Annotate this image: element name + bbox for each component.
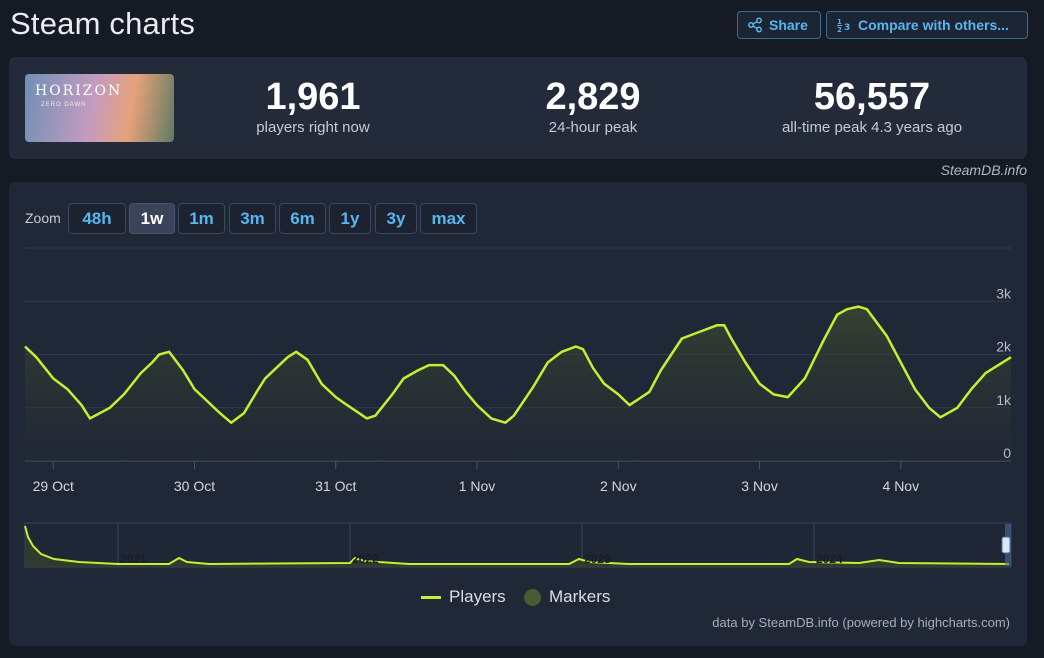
x-tick-label: 3 Nov — [741, 478, 778, 494]
chart-panel: Zoom 48h 1w 1m 3m 6m 1y 3y max 0 1k 2k 3k 2… — [9, 182, 1027, 646]
legend-markers-label: Markers — [549, 587, 611, 606]
svg-text:2: 2 — [837, 26, 842, 33]
stat-alltime-peak: 56,557 all-time peak 4.3 years ago — [762, 77, 982, 136]
navigator-label-2022: 2022 — [352, 552, 379, 566]
x-tick-label: 2 Nov — [600, 478, 637, 494]
stat-alltime-value: 56,557 — [813, 76, 931, 118]
stat-24h-label: 24-hour peak — [548, 119, 638, 136]
navigator-line — [24, 525, 1010, 566]
share-icon — [748, 17, 762, 33]
zoom-1w-button[interactable]: 1w — [129, 203, 175, 234]
navigator[interactable]: 2021 2022 2023 2024 — [24, 522, 1012, 568]
navigator-handle[interactable] — [1001, 536, 1011, 554]
navigator-frame — [24, 522, 1012, 568]
zoom-1y-button[interactable]: 1y — [329, 203, 371, 234]
stats-panel: HORIZON ZERO DAWN 1,961 players right no… — [9, 57, 1027, 159]
page-title: Steam charts — [10, 6, 196, 41]
legend-players-label: Players — [449, 587, 506, 606]
players-area — [25, 306, 1011, 461]
compare-label: Compare with others... — [858, 17, 1009, 33]
svg-text:3: 3 — [844, 23, 850, 33]
zoom-3m-button[interactable]: 3m — [229, 203, 276, 234]
legend-players[interactable]: Players — [421, 587, 506, 607]
zoom-1m-button[interactable]: 1m — [178, 203, 225, 234]
zoom-label: Zoom — [25, 210, 61, 226]
zoom-48h-button[interactable]: 48h — [68, 203, 126, 234]
x-tick-label: 29 Oct — [33, 478, 74, 494]
legend-players-swatch — [421, 595, 441, 599]
x-tick-label: 30 Oct — [174, 478, 215, 494]
svg-text:1: 1 — [837, 18, 842, 26]
steamdb-credit[interactable]: SteamDB.info — [940, 162, 1027, 178]
y-tick-label: 3k — [996, 285, 1012, 301]
share-label: Share — [769, 17, 808, 33]
highcharts-credit[interactable]: data by SteamDB.info (powered by highcha… — [712, 615, 1010, 630]
fraction-icon: 1 2 3 — [837, 18, 850, 33]
y-tick-label: 1k — [996, 392, 1012, 408]
x-tick-label: 31 Oct — [315, 478, 356, 494]
compare-button[interactable]: 1 2 3 Compare with others... — [826, 11, 1028, 39]
y-tick-label: 2k — [996, 339, 1012, 355]
navigator-label-2023: 2023 — [584, 552, 611, 566]
game-logo-text: HORIZON — [35, 83, 123, 99]
share-button[interactable]: Share — [737, 11, 821, 39]
stat-now-label: players right now — [256, 119, 370, 136]
legend-markers[interactable]: Markers — [524, 587, 610, 607]
x-tick-label: 1 Nov — [459, 478, 496, 494]
x-tick-label: 4 Nov — [883, 478, 920, 494]
navigator-label-2024: 2024 — [816, 552, 843, 566]
navigator-label-2021: 2021 — [120, 552, 147, 566]
stat-alltime-label: all-time peak 4.3 years ago — [781, 119, 963, 136]
stat-24h-value: 2,829 — [545, 76, 641, 118]
game-banner[interactable]: HORIZON ZERO DAWN — [25, 74, 174, 142]
game-logo-subtitle: ZERO DAWN — [41, 102, 87, 108]
players-line[interactable] — [24, 305, 1012, 424]
stat-players-now: 1,961 players right now — [223, 77, 403, 136]
stat-24h-peak: 2,829 24-hour peak — [503, 77, 683, 136]
player-chart[interactable]: 0 1k 2k 3k 29 Oct 30 Oct 31 Oct 1 Nov 2 Nov 3 No… — [9, 182, 1027, 646]
zoom-max-button[interactable]: max — [420, 203, 477, 234]
stat-now-value: 1,961 — [265, 76, 361, 118]
y-tick-label: 0 — [1003, 445, 1011, 461]
zoom-3y-button[interactable]: 3y — [375, 203, 417, 234]
zoom-6m-button[interactable]: 6m — [279, 203, 326, 234]
legend-markers-swatch — [524, 588, 541, 606]
